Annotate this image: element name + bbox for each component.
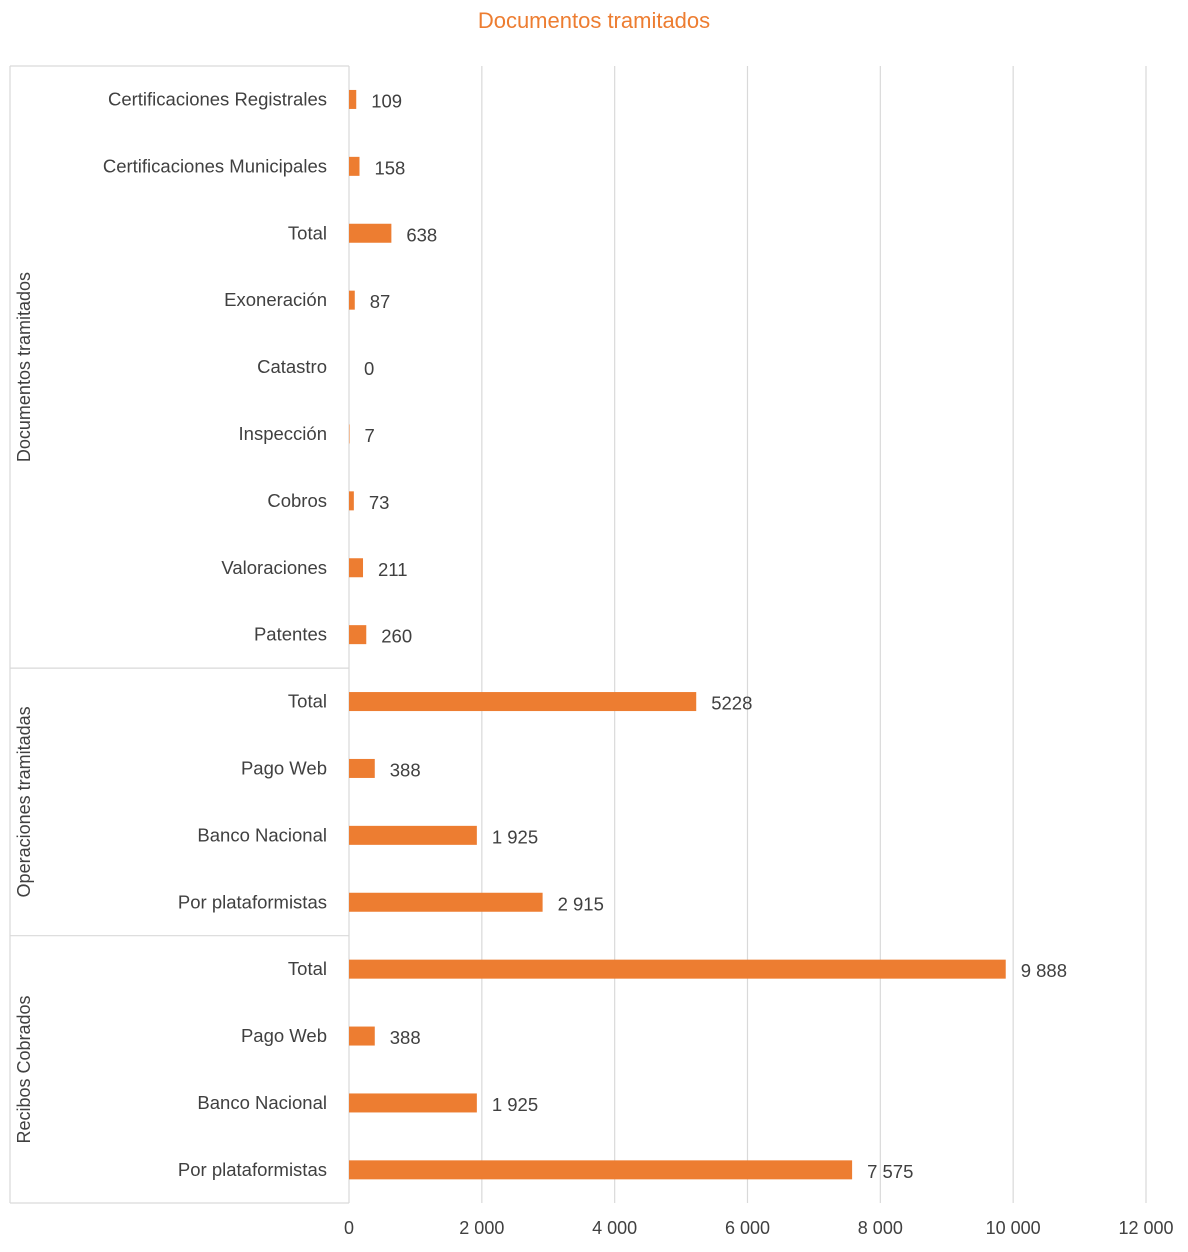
group-label: Documentos tramitados: [14, 272, 34, 462]
bar: [349, 157, 359, 176]
bar: [349, 893, 543, 912]
data-label: 73: [369, 492, 390, 513]
category-label: Certificaciones Registrales: [108, 88, 327, 109]
x-tick-label: 12 000: [1118, 1218, 1173, 1238]
data-label: 1 925: [492, 826, 538, 847]
category-label: Catastro: [257, 356, 327, 377]
x-tick-label: 10 000: [986, 1218, 1041, 1238]
bar: [349, 625, 366, 644]
category-label: Total: [288, 691, 327, 712]
data-label: 638: [406, 224, 437, 245]
x-tick-label: 2 000: [459, 1218, 504, 1238]
category-label: Certificaciones Municipales: [103, 155, 327, 176]
group-label: Recibos Cobrados: [14, 995, 34, 1143]
bar: [349, 759, 375, 778]
data-label: 388: [390, 759, 421, 780]
bars: [349, 90, 1006, 1179]
category-label: Pago Web: [241, 1025, 327, 1046]
data-label: 9 888: [1021, 960, 1067, 981]
x-axis-ticks: 0 2 000 4 000 6 000 8 000 10 000 12 000: [344, 1218, 1174, 1238]
chart-title: Documentos tramitados: [478, 8, 710, 33]
category-label: Pago Web: [241, 757, 327, 778]
x-tick-label: 0: [344, 1218, 354, 1238]
category-label: Por plataformistas: [178, 1159, 327, 1180]
category-label: Patentes: [254, 624, 327, 645]
x-tick-label: 4 000: [592, 1218, 637, 1238]
data-label: 87: [370, 291, 391, 312]
data-label: 0: [364, 358, 374, 379]
data-label: 260: [381, 626, 412, 647]
group-label: Operaciones tramitadas: [14, 706, 34, 897]
category-axis: Certificaciones Registrales Certificacion…: [10, 66, 349, 1203]
data-label: 158: [374, 157, 405, 178]
category-label: Total: [288, 222, 327, 243]
bar: [349, 291, 355, 310]
bar: [349, 90, 356, 109]
bar: [349, 692, 696, 711]
x-tick-label: 8 000: [858, 1218, 903, 1238]
data-label: 2 915: [558, 893, 604, 914]
bar: [349, 960, 1006, 979]
bar: [349, 224, 391, 243]
category-label: Banco Nacional: [197, 824, 327, 845]
category-label: Por plataformistas: [178, 891, 327, 912]
data-label: 1 925: [492, 1094, 538, 1115]
data-label: 388: [390, 1027, 421, 1048]
data-label: 7 575: [867, 1161, 913, 1182]
category-label: Banco Nacional: [197, 1092, 327, 1113]
bar: [349, 1027, 375, 1046]
data-label: 7: [364, 425, 374, 446]
bar: [349, 1160, 852, 1179]
data-labels: 109 158 638 87 0 7 73 211 260 5228 388 1 925 2 915 9 …: [364, 90, 1067, 1181]
category-label: Cobros: [267, 490, 327, 511]
category-label: Inspección: [239, 423, 327, 444]
bar: [349, 558, 363, 577]
category-label: Valoraciones: [221, 557, 327, 578]
grid-lines: [482, 66, 1146, 1203]
category-label: Total: [288, 958, 327, 979]
x-tick-label: 6 000: [725, 1218, 770, 1238]
bar: [349, 491, 354, 510]
data-label: 5228: [711, 693, 752, 714]
bar: [349, 826, 477, 845]
bar: [349, 1093, 477, 1112]
data-label: 109: [371, 90, 402, 111]
category-label: Exoneración: [224, 289, 327, 310]
data-label: 211: [378, 559, 408, 580]
